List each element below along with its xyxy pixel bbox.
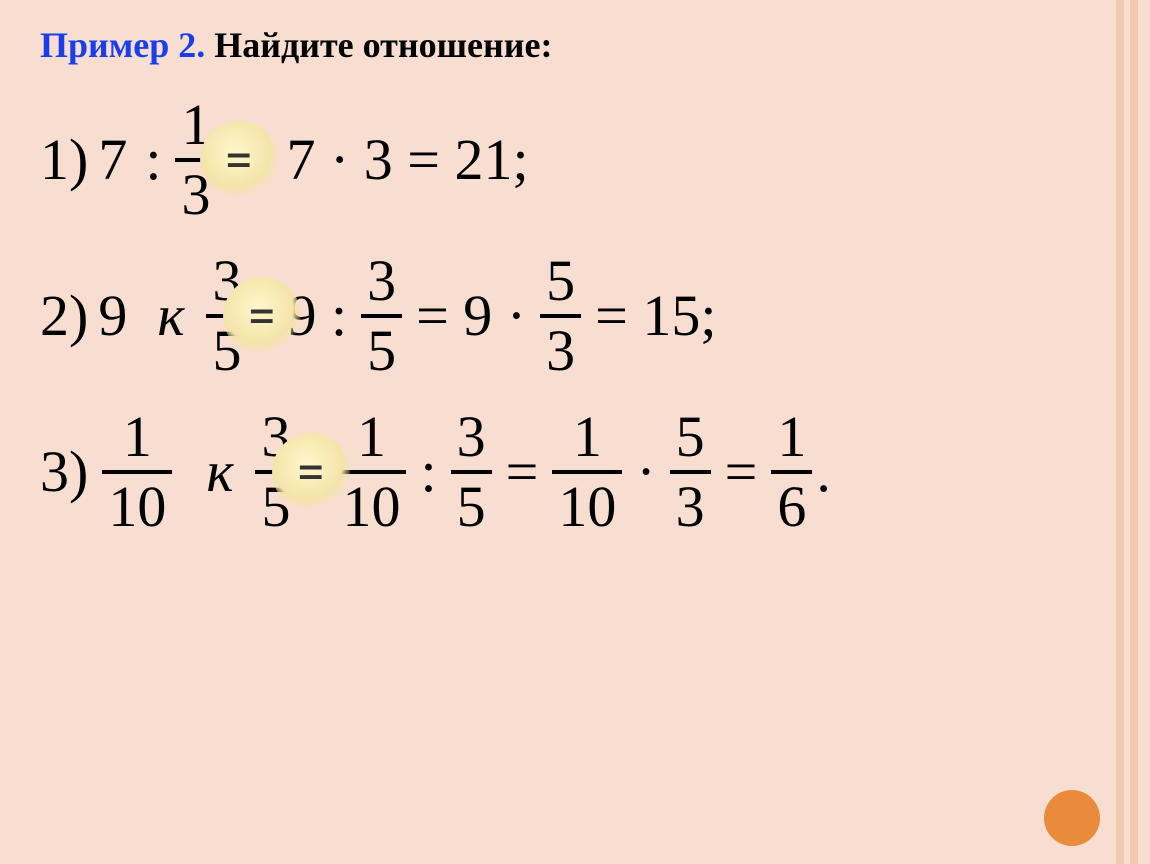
expr3-mid-eq: =: [506, 442, 539, 503]
deco-stripe-2: [1130, 0, 1138, 864]
expr3-frac4: 1 10: [552, 408, 622, 536]
expr2-mid-eq: = 9 ·: [416, 286, 526, 347]
expr3-frac1: 1 10: [102, 408, 172, 536]
math-row-2: 2) 9 к 3 5 = 9 : 3 5 = 9 · 5 3 = 15;: [40, 252, 1110, 380]
orange-dot-icon: [1044, 790, 1100, 846]
expr1-op1: :: [145, 130, 161, 191]
expr2-label: 2): [40, 286, 88, 347]
expr3-k: к: [206, 442, 233, 503]
expr3-op1: :: [420, 442, 436, 503]
math-row-3: 3) 1 10 к 3 5 = 1 10 : 3 5: [40, 408, 1110, 536]
highlight-equals-1: =: [200, 121, 278, 199]
expr2-frac3: 5 3: [540, 252, 581, 380]
expr2-leading: 9: [98, 286, 127, 347]
slide: Пример 2. Найдите отношение: 1) 7 : 1 3 …: [0, 0, 1150, 864]
expr2-frac2: 3 5: [361, 252, 402, 380]
expr1-label: 1): [40, 130, 88, 191]
expr1-result: 7 · 3 = 21;: [286, 130, 528, 191]
heading-prefix: Пример 2.: [40, 25, 205, 65]
expr3-frac5: 5 3: [670, 408, 711, 536]
heading-rest: Найдите отношение:: [205, 25, 552, 65]
expr3-frac3: 3 5: [451, 408, 492, 536]
heading: Пример 2. Найдите отношение:: [40, 24, 1110, 66]
highlight-equals-2: =: [223, 277, 301, 355]
math-row-1: 1) 7 : 1 3 = 7 · 3 = 21;: [40, 96, 1110, 224]
highlight-equals-3: =: [272, 433, 350, 511]
expr2-tail: = 15;: [595, 286, 716, 347]
expr3-label: 3): [40, 442, 88, 503]
expr1-leading: 7: [98, 130, 127, 191]
expr3-dot: ·: [636, 442, 655, 503]
expr3-mid-eq2: =: [725, 442, 758, 503]
expr3-frac6: 1 6: [771, 408, 812, 536]
deco-stripe-1: [1116, 0, 1124, 864]
expr3-tail: .: [816, 442, 831, 503]
expr2-k: к: [157, 286, 184, 347]
